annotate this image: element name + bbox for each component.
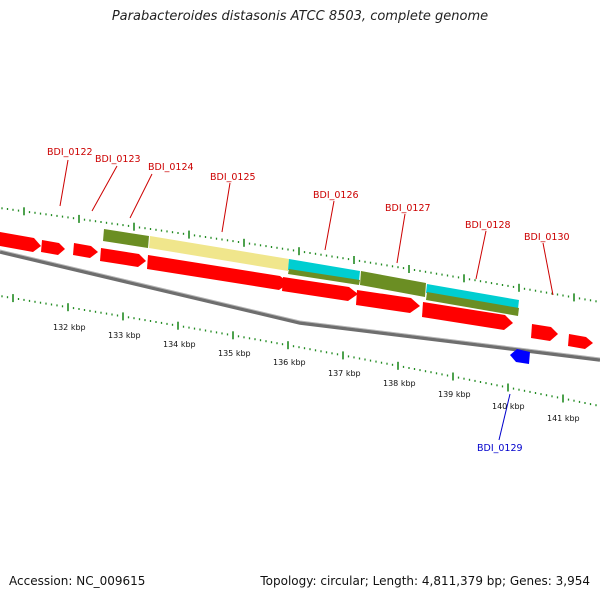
cog-bar-cyan-1 [288,259,360,281]
cds-arrow[interactable] [568,334,593,349]
leader-line [221,182,231,233]
label-leaders [59,159,554,441]
cog-bar-olive-4 [426,292,519,316]
leader-line [129,173,153,219]
scale-labels: 132 kbp 133 kbp 134 kbp 135 kbp 136 kbp … [53,323,580,423]
cog-bar-cyan-2 [426,284,519,309]
leader-line [91,165,118,212]
cds-arrow[interactable] [282,277,358,301]
scale-label: 132 kbp [53,323,86,332]
cds-arrow[interactable] [422,302,513,330]
gene-label[interactable]: BDI_0126 [313,190,359,201]
leader-line [324,200,335,251]
scale-label: 133 kbp [108,331,141,340]
scale-label: 135 kbp [218,349,251,358]
forward-cds-track [0,232,593,349]
leader-line [498,393,511,441]
scale-label: 134 kbp [163,340,196,349]
genome-backbone [0,250,600,362]
cog-bar-olive-3 [360,271,426,297]
leader-line [396,213,406,264]
gene-label[interactable]: BDI_0130 [524,232,570,243]
cog-bar-khaki [149,236,289,271]
accession-text: Accession: NC_009615 [9,574,146,588]
gene-label[interactable]: BDI_0127 [385,203,431,214]
leader-line [475,230,487,280]
gene-label[interactable]: BDI_0128 [465,220,511,231]
outer-tick-ring [1,207,597,303]
genome-summary-text: Topology: circular; Length: 4,811,379 bp… [260,574,590,588]
gene-label[interactable]: BDI_0122 [47,147,93,158]
scale-label: 136 kbp [273,358,306,367]
cds-arrow[interactable] [356,290,420,313]
gene-labels: BDI_0122 BDI_0123 BDI_0124 BDI_0125 BDI_… [47,147,570,454]
gene-label-reverse[interactable]: BDI_0129 [477,443,523,454]
leader-line [59,159,69,207]
cds-arrow[interactable] [0,232,41,252]
scale-label: 137 kbp [328,369,361,378]
cds-arrow[interactable] [73,243,98,258]
cog-bar-olive-2 [288,269,360,285]
cds-arrow[interactable] [531,324,558,341]
scale-label: 138 kbp [383,379,416,388]
scale-label: 141 kbp [547,414,580,423]
cog-bar-olive-1 [103,229,149,248]
reverse-cds-arrow[interactable] [510,349,530,364]
gene-label[interactable]: BDI_0123 [95,154,141,165]
cds-arrow[interactable] [147,255,289,290]
cog-bars [103,229,519,316]
cds-arrow[interactable] [100,248,146,267]
gene-label[interactable]: BDI_0125 [210,172,256,183]
scale-label: 139 kbp [438,390,471,399]
leader-line [542,242,554,296]
page-title: Parabacteroides distasonis ATCC 8503, co… [111,9,489,24]
scale-label: 140 kbp [492,402,525,411]
gene-label[interactable]: BDI_0124 [148,162,194,173]
cds-arrow[interactable] [41,240,65,255]
inner-tick-ring [1,294,597,407]
genome-backbone-highlight [0,249,600,359]
